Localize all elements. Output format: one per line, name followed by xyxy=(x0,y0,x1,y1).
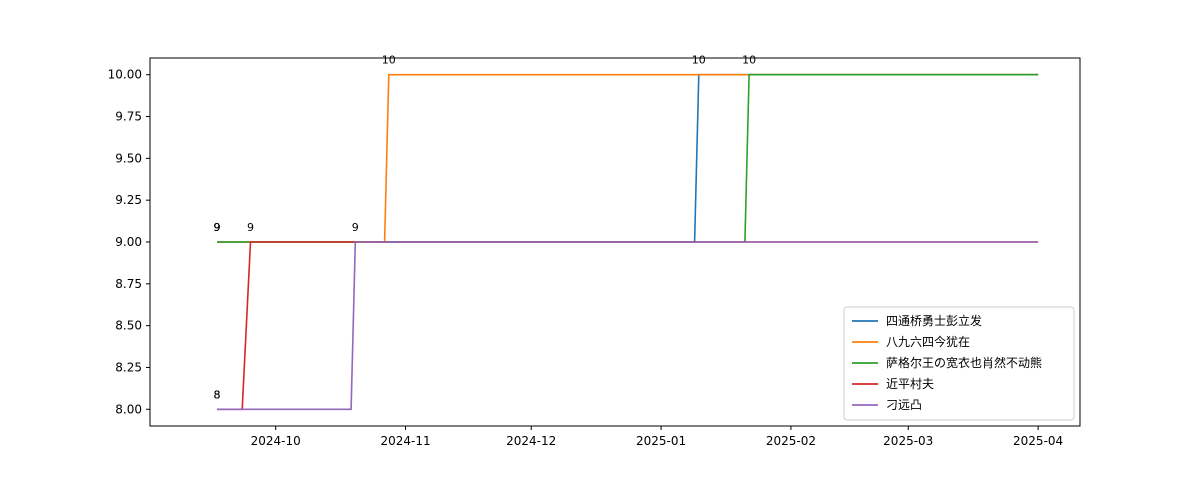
axis-layer: 2024-10 2024-11 2024-12 2025-01 2025-02 2025-… xyxy=(108,68,1064,448)
y-tick-label-7: 9.50 xyxy=(115,151,142,165)
data-label-s5-2: 9 xyxy=(352,221,359,234)
x-tick-label-7: 2025-04 xyxy=(1013,434,1063,448)
data-label-s1-1: 9 xyxy=(214,221,221,234)
y-tick-label-1: 8.00 xyxy=(115,402,142,416)
x-tick-label-6: 2025-03 xyxy=(883,434,933,448)
y-tick-label-4: 8.75 xyxy=(115,277,142,291)
y-tick-label-9: 10.00 xyxy=(108,68,142,82)
legend-label-2: 八九六四今犹在 xyxy=(886,334,970,349)
data-label-s3-2: 10 xyxy=(742,54,756,67)
y-tick-label-2: 8.25 xyxy=(115,360,142,374)
legend-label-3: 萨格尔王の宽衣也肖然不动熊 xyxy=(886,355,1042,370)
legend-label-1: 四通桥勇士彭立发 xyxy=(886,313,982,328)
data-label-s4-1: 8 xyxy=(214,388,221,401)
data-label-s2-1: 9 xyxy=(214,221,221,234)
x-tick-label-3: 2024-12 xyxy=(506,434,556,448)
x-tick-label-5: 2025-02 xyxy=(766,434,816,448)
y-tick-label-6: 9.25 xyxy=(115,193,142,207)
series-layer xyxy=(217,73,1039,411)
data-label-s4-2: 9 xyxy=(247,221,254,234)
x-tick-label-2: 2024-11 xyxy=(380,434,430,448)
y-tick-label-3: 8.50 xyxy=(115,319,142,333)
y-tick-label-5: 9.00 xyxy=(115,235,142,249)
legend-box xyxy=(843,306,1075,421)
plot-frame xyxy=(149,57,1081,427)
y-tick-label-8: 9.75 xyxy=(115,110,142,124)
data-label-s2-2: 10 xyxy=(382,54,396,67)
data-label-s5-1: 8 xyxy=(214,388,221,401)
legend-label-5: 刁远凸 xyxy=(886,398,922,412)
legend-label-4: 近平村夫 xyxy=(886,377,934,391)
data-label-s1-2: 10 xyxy=(692,54,706,67)
x-tick-label-4: 2025-01 xyxy=(636,434,686,448)
data-label-s3-1: 9 xyxy=(214,221,221,234)
x-tick-label-1: 2024-10 xyxy=(251,434,301,448)
series-line-5 xyxy=(217,241,1039,411)
